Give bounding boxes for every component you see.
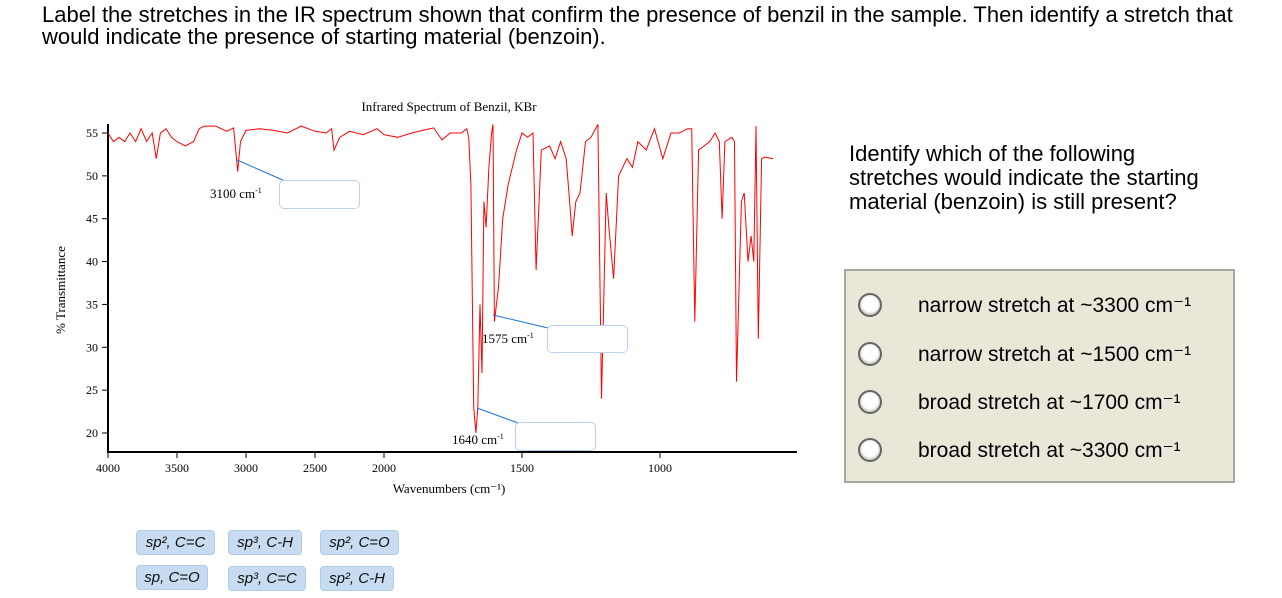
y-tick-label: 35: [86, 297, 98, 311]
y-tick-label: 40: [86, 255, 98, 269]
chip-sp3-cc[interactable]: sp³, C=C: [228, 566, 306, 591]
y-axis-label: % Transmittance: [53, 246, 68, 334]
leader-3100: [236, 159, 286, 182]
option-3[interactable]: broad stretch at ~1700 cm⁻¹: [858, 382, 1228, 422]
leader-1640: [476, 407, 519, 424]
y-tick-label: 55: [86, 126, 98, 140]
radio-button[interactable]: [858, 293, 882, 317]
option-label: broad stretch at ~1700 cm⁻¹: [918, 391, 1181, 414]
annotation-1575: 1575 cm-1: [482, 331, 534, 346]
ir-spectrum-chart: Infrared Spectrum of Benzil, KBr 4000 350…: [53, 99, 797, 496]
x-tick-label: 2000: [372, 461, 396, 475]
annotation-3100: 3100 cm-1: [210, 186, 262, 201]
radio-button[interactable]: [858, 438, 882, 462]
option-2[interactable]: narrow stretch at ~1500 cm⁻¹: [858, 334, 1228, 374]
radio-button[interactable]: [858, 390, 882, 414]
chip-sp2-co[interactable]: sp², C=O: [320, 530, 399, 555]
y-tick-label: 50: [86, 169, 98, 183]
option-label: narrow stretch at ~3300 cm⁻¹: [918, 294, 1192, 317]
side-question: Identify which of the following stretche…: [849, 141, 1199, 214]
x-axis-label: Wavenumbers (cm⁻¹): [393, 481, 506, 496]
radio-button[interactable]: [858, 342, 882, 366]
drop-target-1575[interactable]: [547, 325, 628, 353]
leader-1575: [492, 314, 549, 329]
x-tick-label: 1000: [648, 461, 672, 475]
question-text: Label the stretches in the IR spectrum s…: [42, 2, 1233, 49]
y-tick-label: 30: [86, 340, 98, 354]
answer-options: narrow stretch at ~3300 cm⁻¹ narrow stre…: [844, 269, 1235, 483]
y-tick-label: 20: [86, 426, 98, 440]
x-tick-label: 2500: [303, 461, 327, 475]
drop-target-1640[interactable]: [515, 422, 596, 451]
x-tick-label: 1500: [510, 461, 534, 475]
chip-sp2-ch[interactable]: sp², C-H: [320, 566, 394, 591]
chip-sp2-cc[interactable]: sp², C=C: [136, 530, 215, 555]
option-label: broad stretch at ~3300 cm⁻¹: [918, 439, 1181, 462]
spectrum-line: [107, 124, 774, 434]
x-tick-label: 4000: [96, 461, 120, 475]
x-tick-label: 3000: [234, 461, 258, 475]
chip-sp3-ch[interactable]: sp³, C-H: [228, 530, 302, 555]
option-1[interactable]: narrow stretch at ~3300 cm⁻¹: [858, 285, 1228, 325]
y-tick-label: 45: [86, 212, 98, 226]
y-tick-label: 25: [86, 383, 98, 397]
drop-target-3100[interactable]: [279, 180, 360, 209]
chip-sp-co[interactable]: sp, C=O: [136, 565, 208, 590]
option-4[interactable]: broad stretch at ~3300 cm⁻¹: [858, 430, 1228, 470]
chart-title: Infrared Spectrum of Benzil, KBr: [361, 99, 537, 114]
annotation-1640: 1640 cm-1: [452, 432, 504, 447]
x-tick-label: 3500: [165, 461, 189, 475]
option-label: narrow stretch at ~1500 cm⁻¹: [918, 343, 1192, 366]
